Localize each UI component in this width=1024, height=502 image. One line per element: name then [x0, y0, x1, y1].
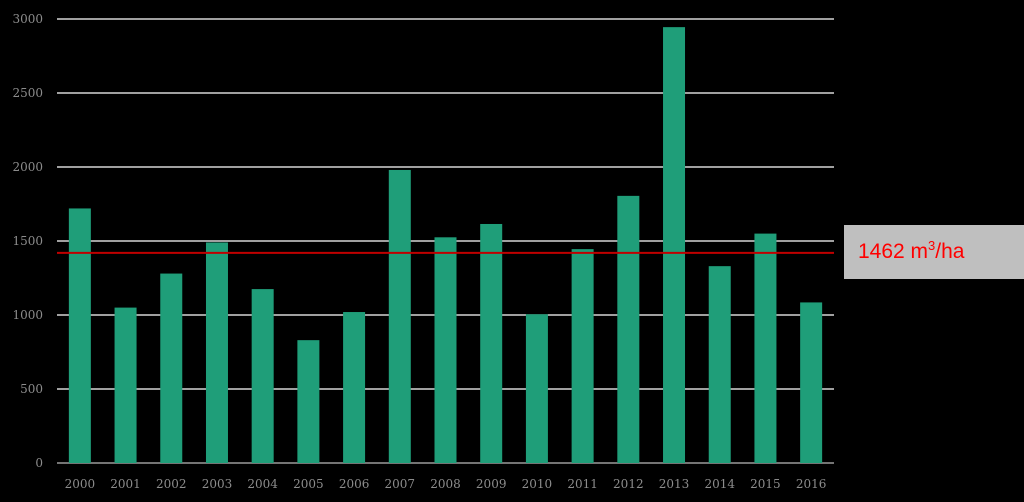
y-tick-label: 500 [20, 382, 43, 396]
bar [525, 314, 548, 463]
bar [800, 302, 823, 463]
bar [68, 208, 91, 463]
average-label-unit: /ha [935, 240, 965, 263]
average-label: 1462 m3/ha [858, 238, 965, 264]
x-tick-label: 2012 [613, 477, 644, 491]
average-label-value: 1462 m [858, 240, 929, 263]
bar [571, 249, 594, 463]
bar [205, 242, 228, 463]
y-tick-label: 2500 [12, 86, 43, 100]
x-tick-label: 2013 [659, 477, 690, 491]
x-tick-label: 2001 [110, 477, 141, 491]
bar [434, 237, 457, 463]
average-label-box: 1462 m3/ha [844, 225, 1024, 279]
bar [160, 273, 183, 463]
y-tick-label: 2000 [12, 160, 43, 174]
gridlines [57, 18, 834, 464]
average-label-exponent: 3 [928, 238, 936, 253]
x-tick-label: 2004 [247, 477, 278, 491]
bar [617, 195, 640, 464]
x-axis-ticks: 2000 2001 2002 2003 2004 2005 2006 2007 2008 2009… [65, 477, 827, 491]
x-tick-label: 2002 [156, 477, 187, 491]
x-tick-label: 2010 [522, 477, 553, 491]
bar [297, 340, 320, 463]
bar [251, 289, 274, 463]
y-axis-ticks: 0 500 1000 1500 2000 2500 3000 [12, 12, 43, 470]
x-tick-label: 2015 [750, 477, 781, 491]
bar [754, 233, 777, 463]
bar [343, 312, 366, 463]
x-tick-label: 2016 [796, 477, 827, 491]
bar [663, 27, 686, 463]
x-tick-label: 2009 [476, 477, 507, 491]
y-tick-label: 3000 [12, 12, 43, 26]
x-tick-label: 2011 [567, 477, 598, 491]
x-tick-label: 2000 [65, 477, 96, 491]
x-tick-label: 2006 [339, 477, 370, 491]
bars [68, 27, 823, 464]
bar [480, 223, 503, 463]
bar [708, 266, 731, 463]
bar [114, 307, 137, 463]
x-tick-label: 2014 [704, 477, 735, 491]
y-tick-label: 0 [35, 456, 43, 470]
x-tick-label: 2008 [430, 477, 461, 491]
y-tick-label: 1500 [12, 234, 43, 248]
y-tick-label: 1000 [12, 308, 43, 322]
x-tick-label: 2005 [293, 477, 324, 491]
x-tick-label: 2003 [202, 477, 233, 491]
bar [388, 169, 411, 463]
x-tick-label: 2007 [385, 477, 416, 491]
